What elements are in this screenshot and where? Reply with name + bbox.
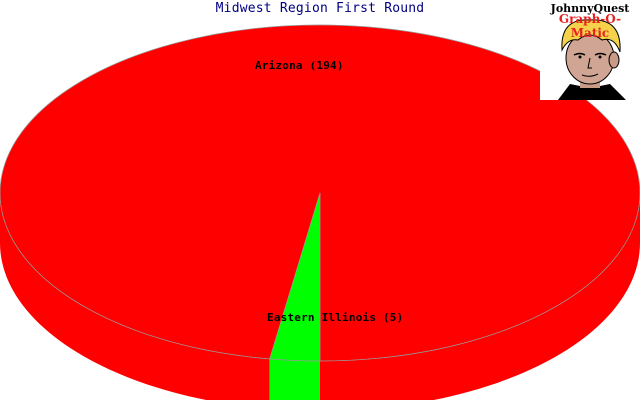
cartoon-face-icon — [540, 0, 640, 100]
pie-top-outline — [0, 24, 640, 362]
slice-label-arizona: Arizona (194) — [255, 59, 344, 72]
pie-side-wall-0-1 — [0, 193, 270, 400]
slice-label-eastern-illinois: Eastern Illinois (5) — [267, 311, 404, 324]
logo-text-bottom: Graph-O-Matic — [558, 12, 622, 40]
pie-side-wall-1-0 — [269, 358, 320, 400]
pie-side-wall-0-0 — [320, 193, 640, 400]
chart-title: Midwest Region First Round — [215, 1, 425, 16]
graph-o-matic-logo: JohnnyQuest Graph-O-Matic — [540, 0, 640, 100]
logo-text-top: JohnnyQuest — [550, 2, 630, 15]
